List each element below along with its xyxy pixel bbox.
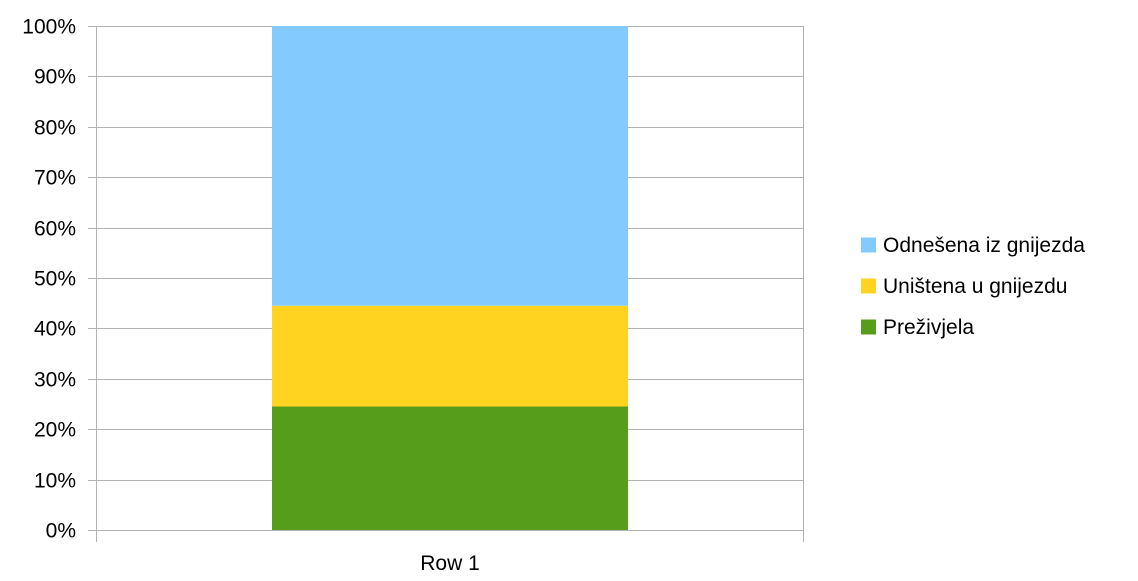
legend-label: Odnešena iz gnijezda <box>883 234 1085 257</box>
bars <box>272 26 628 530</box>
bar-segment <box>272 26 628 306</box>
bar-segment <box>272 306 628 407</box>
y-tick-label: 40% <box>34 318 76 341</box>
y-tick-label: 20% <box>34 419 76 442</box>
bar-segment <box>272 407 628 530</box>
legend: Odnešena iz gnijezda Uništena u gnijezdu P… <box>861 234 1085 339</box>
y-tick-label: 70% <box>34 167 76 190</box>
y-tick-label: 0% <box>46 520 76 543</box>
legend-swatch <box>861 279 876 294</box>
legend-label: Uništena u gnijezdu <box>883 275 1067 298</box>
legend-label: Preživjela <box>883 316 974 339</box>
y-tick-label: 60% <box>34 218 76 241</box>
x-tick-label: Row 1 <box>420 552 480 575</box>
y-tick-label: 80% <box>34 117 76 140</box>
y-tick-label: 90% <box>34 66 76 89</box>
y-tick-label: 50% <box>34 268 76 291</box>
y-tick-label: 30% <box>34 369 76 392</box>
y-tick-label: 10% <box>34 470 76 493</box>
legend-swatch <box>861 320 876 335</box>
legend-swatch <box>861 238 876 253</box>
y-tick-label: 100% <box>22 16 76 39</box>
